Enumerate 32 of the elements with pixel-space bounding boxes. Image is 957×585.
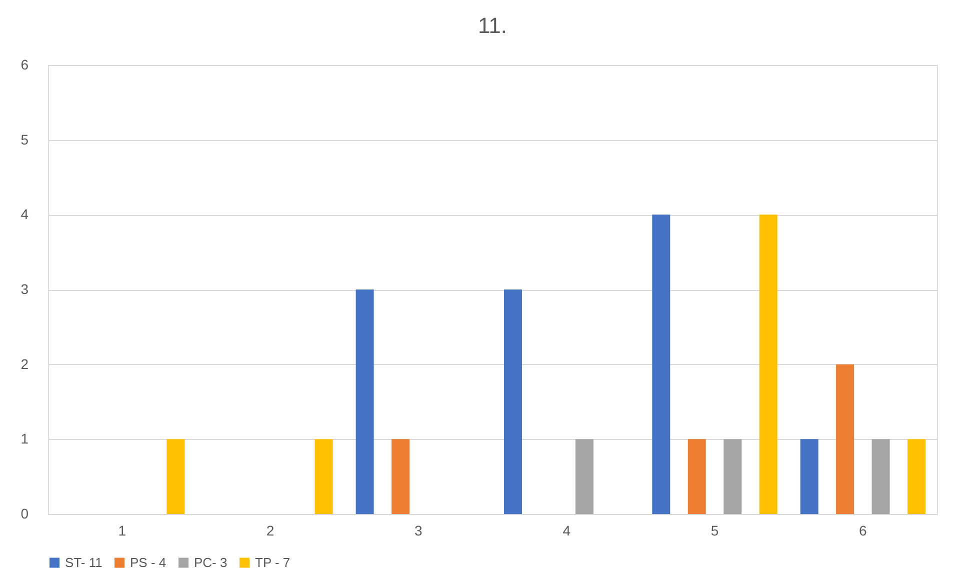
bar <box>688 439 706 514</box>
y-tick-label: 2 <box>20 356 29 372</box>
bar <box>575 439 594 514</box>
y-tick-label: 6 <box>20 56 29 72</box>
bar <box>872 439 890 514</box>
bar <box>800 439 818 514</box>
legend-label: PS - 4 <box>130 554 166 570</box>
bar <box>652 214 670 514</box>
bar <box>836 364 854 514</box>
x-tick-label: 4 <box>562 522 571 538</box>
bar <box>759 214 778 514</box>
bar <box>392 439 410 514</box>
x-tick-label: 1 <box>118 522 126 538</box>
bar <box>724 439 742 514</box>
x-tick-label: 3 <box>414 522 423 538</box>
x-tick-label: 6 <box>859 522 868 538</box>
legend-label: TP - 7 <box>255 554 290 570</box>
bar <box>314 439 333 514</box>
bar <box>356 290 374 514</box>
bar <box>166 439 185 514</box>
x-tick-label: 2 <box>266 522 274 538</box>
y-tick-label: 5 <box>20 131 29 148</box>
y-tick-label: 4 <box>20 206 29 222</box>
legend-label: PC- 3 <box>194 554 228 570</box>
y-tick-label: 3 <box>20 281 29 297</box>
y-tick-label: 1 <box>20 430 29 447</box>
x-tick-label: 5 <box>710 522 719 538</box>
bar <box>908 439 926 514</box>
legend-label: ST- 11 <box>65 554 102 570</box>
y-tick-label: 0 <box>20 506 29 522</box>
bar <box>504 290 522 514</box>
chart-title: 11. <box>478 13 507 38</box>
